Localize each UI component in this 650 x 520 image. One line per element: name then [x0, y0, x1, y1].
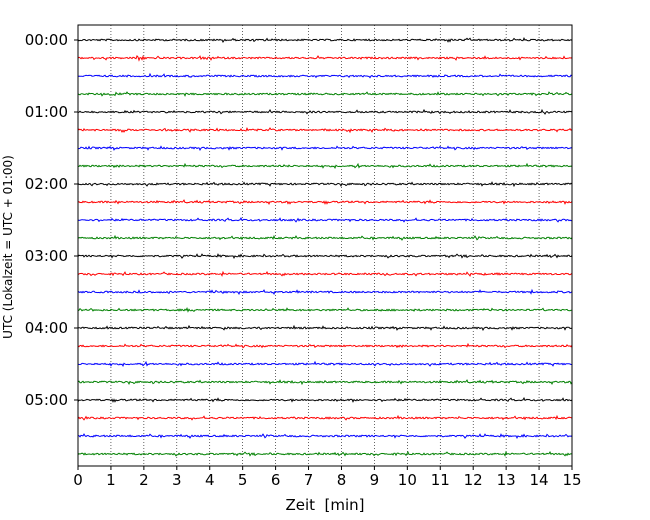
y-tick-label: 05:00 — [25, 391, 68, 409]
seismogram-trace — [77, 450, 573, 457]
seismogram-trace — [77, 108, 573, 115]
seismogram-trace — [77, 72, 573, 79]
seismogram-trace — [77, 234, 573, 241]
x-tick-label: 7 — [304, 471, 314, 489]
plot-area-frame — [77, 24, 573, 467]
y-tick-label: 00:00 — [25, 31, 68, 49]
x-tick-label: 4 — [205, 471, 215, 489]
x-axis-ticks: 0 1 2 3 4 5 6 7 8 9 10 11 12 13 14 15 — [73, 466, 582, 489]
x-tick-label: 13 — [497, 471, 516, 489]
seismogram-trace — [77, 270, 573, 277]
x-tick-label: 10 — [398, 471, 417, 489]
x-tick-label: 9 — [370, 471, 380, 489]
x-tick-label: 1 — [106, 471, 116, 489]
seismogram-trace — [77, 91, 573, 97]
seismogram-trace — [77, 127, 573, 134]
seismogram-trace — [77, 342, 573, 349]
y-tick-label: 04:00 — [25, 319, 68, 337]
seismogram-trace — [77, 288, 573, 295]
x-axis-label: Zeit [min] — [285, 496, 364, 514]
seismogram-trace — [77, 360, 572, 368]
x-tick-label: 3 — [172, 471, 182, 489]
seismogram-trace — [77, 199, 573, 205]
y-tick-label: 03:00 — [25, 247, 68, 265]
seismogram-trace — [78, 145, 573, 151]
trace-group — [77, 36, 573, 457]
seismogram-trace — [77, 397, 573, 403]
seismogram-trace — [77, 324, 573, 331]
x-tick-label: 6 — [271, 471, 281, 489]
y-axis-label: UTC (Lokalzeit = UTC + 01:00) — [1, 155, 15, 339]
seismogram-trace — [77, 433, 573, 440]
seismogram-trace — [77, 36, 573, 44]
x-tick-label: 0 — [73, 471, 83, 489]
x-tick-label: 8 — [337, 471, 347, 489]
x-tick-label: 12 — [464, 471, 483, 489]
seismogram-trace — [77, 306, 572, 313]
seismogram-trace — [77, 54, 573, 62]
x-tick-label: 11 — [431, 471, 450, 489]
seismogram-trace — [77, 379, 573, 386]
x-tick-label: 14 — [530, 471, 549, 489]
seismogram-trace — [77, 181, 573, 188]
seismogram-trace — [77, 162, 573, 170]
y-tick-label: 02:00 — [25, 175, 68, 193]
seismogram-trace — [77, 414, 573, 421]
seismogram-trace — [77, 253, 573, 260]
x-tick-label: 2 — [139, 471, 149, 489]
x-tick-label: 5 — [238, 471, 248, 489]
seismogram-trace — [77, 217, 573, 223]
y-tick-label: 01:00 — [25, 103, 68, 121]
y-axis-ticks: 00:00 01:00 02:00 03:00 04:00 05:00 — [25, 31, 78, 409]
x-tick-label: 15 — [562, 471, 581, 489]
